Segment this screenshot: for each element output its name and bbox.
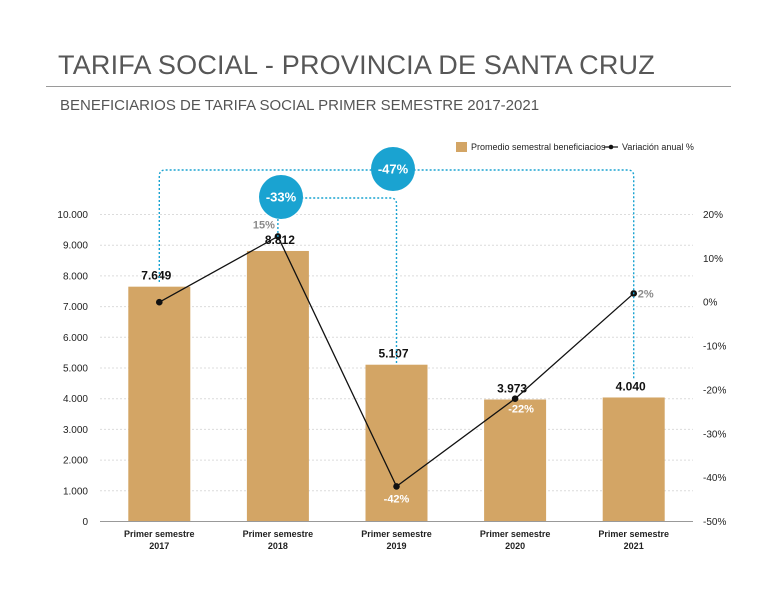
x-tick-label-line2: 2021 — [624, 541, 644, 551]
title-divider — [46, 86, 731, 87]
y-left-tick-label: 0 — [82, 517, 88, 528]
x-tick-label-line1: Primer semestre — [243, 529, 314, 539]
bracket-connector — [277, 197, 398, 364]
bar-value-label: 4.040 — [616, 379, 646, 393]
bar — [128, 286, 191, 522]
bar-value-label: 3.973 — [497, 382, 527, 396]
y-left-tick-label: 7.000 — [63, 302, 88, 313]
x-tick-label-line2: 2019 — [386, 541, 406, 551]
bar-value-label: 5.107 — [378, 347, 408, 361]
y-left-tick-label: 9.000 — [63, 241, 88, 252]
bar — [246, 250, 309, 522]
chart-subtitle: BENEFICIARIOS DE TARIFA SOCIAL PRIMER SE… — [60, 97, 540, 114]
y-left-tick-label: 8.000 — [63, 271, 88, 282]
x-tick-label-line2: 2020 — [505, 541, 525, 551]
y-left-tick-label: 4.000 — [63, 394, 88, 405]
line-value-label: -42% — [384, 493, 410, 505]
y-left-tick-label: 2.000 — [63, 456, 88, 467]
y-right-tick-label: 10% — [703, 254, 723, 265]
variation-badge — [371, 147, 415, 191]
legend-line-label: Variación anual % — [622, 142, 694, 152]
bar — [602, 397, 665, 522]
y-left-tick-label: 6.000 — [63, 333, 88, 344]
y-right-tick-label: 20% — [703, 210, 723, 221]
x-tick-label-line1: Primer semestre — [598, 529, 669, 539]
x-tick-label-line1: Primer semestre — [124, 529, 195, 539]
legend-line-marker — [608, 144, 614, 150]
y-right-tick-label: -40% — [703, 473, 726, 484]
y-right-tick-label: -20% — [703, 385, 726, 396]
line-value-label: 2% — [638, 288, 654, 300]
y-right-tick-label: -50% — [703, 517, 726, 528]
line-point — [156, 298, 163, 306]
y-right-tick-label: -10% — [703, 342, 726, 353]
y-right-tick-label: -30% — [703, 429, 726, 440]
variation-badge-label: -47% — [378, 162, 409, 177]
x-tick-label-line2: 2018 — [268, 541, 288, 551]
chart-title: TARIFA SOCIAL - PROVINCIA DE SANTA CRUZ — [58, 50, 655, 80]
bar — [484, 399, 547, 522]
x-tick-label-line1: Primer semestre — [480, 529, 551, 539]
y-left-tick-label: 1.000 — [63, 486, 88, 497]
line-value-label: 15% — [253, 219, 275, 231]
variation-badge-label: -33% — [266, 190, 297, 205]
y-left-tick-label: 5.000 — [63, 364, 88, 375]
y-left-tick-label: 10.000 — [57, 210, 88, 221]
variation-badge — [259, 175, 303, 219]
x-tick-label-line1: Primer semestre — [361, 529, 432, 539]
y-right-tick-label: 0% — [703, 298, 718, 309]
bar-value-label: 7.649 — [141, 269, 171, 283]
x-tick-label-line2: 2017 — [149, 541, 169, 551]
legend-bar-label: Promedio semestral beneficiacios — [471, 142, 606, 152]
bracket-connector — [158, 169, 635, 380]
line-value-label: -22% — [508, 404, 534, 416]
legend-bar-swatch — [456, 142, 467, 152]
y-left-tick-label: 3.000 — [63, 425, 88, 436]
line-point — [393, 483, 400, 490]
line-point — [511, 395, 519, 403]
